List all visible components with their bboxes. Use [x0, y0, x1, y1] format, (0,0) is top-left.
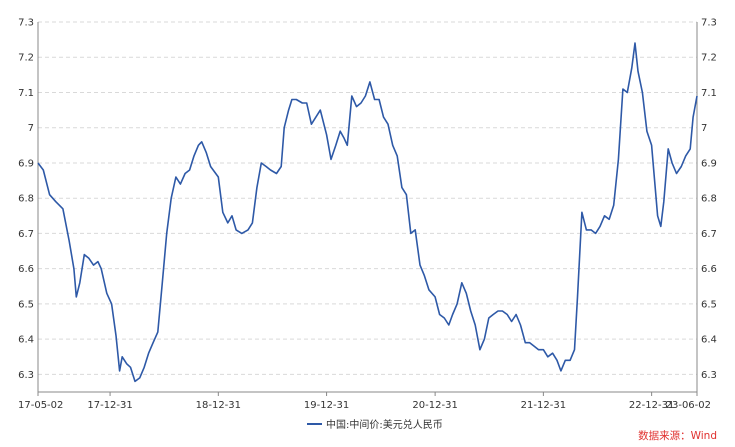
y-tick-labels-right: 6.3 6.4 6.5 6.6 6.7 6.8 6.9 7 7.1 7.2 7.3 [701, 18, 717, 381]
y-tick-label-right: 6.7 [701, 229, 717, 240]
x-tick-label: 18-12-31 [196, 400, 241, 411]
y-tick-label-left: 6.3 [18, 370, 34, 381]
y-tick-label-left: 7.2 [18, 53, 34, 64]
x-tick-label: 21-12-31 [521, 400, 566, 411]
axes [37, 22, 698, 393]
legend: 中国:中间价:美元兑人民币 [307, 418, 443, 431]
y-tick-label-right: 6.8 [701, 194, 717, 205]
x-tick-label: 23-06-02 [666, 400, 711, 411]
y-tick-label-left: 6.8 [18, 194, 34, 205]
x-tick-label: 20-12-31 [412, 400, 457, 411]
y-tick-label-left: 6.7 [18, 229, 34, 240]
y-tick-label-left: 6.9 [18, 158, 34, 169]
y-tick-label-left: 6.5 [18, 299, 34, 310]
y-tick-label-left: 6.6 [18, 264, 34, 275]
y-tick-label-right: 7.3 [701, 18, 717, 29]
y-tick-label-right: 6.3 [701, 370, 717, 381]
y-tick-labels-left: 6.3 6.4 6.5 6.6 6.7 6.8 6.9 7 7.1 7.2 7.3 [18, 18, 34, 381]
y-tick-label-left: 7 [28, 123, 34, 134]
x-tick-label: 17-05-02 [18, 400, 63, 411]
series-layer [37, 42, 698, 383]
y-tick-label-right: 7 [701, 123, 707, 134]
source-label: 数据来源：Wind [638, 430, 717, 442]
legend-label: 中国:中间价:美元兑人民币 [326, 418, 443, 431]
x-tick-label: 17-12-31 [87, 400, 132, 411]
x-tick-label: 22-12-31 [629, 400, 674, 411]
y-tick-label-left: 7.3 [18, 18, 34, 29]
y-tick-label-right: 7.2 [701, 53, 717, 64]
series-line [37, 42, 698, 383]
grid-lines [38, 21, 697, 375]
x-tick-labels: 17-05-02 17-12-31 18-12-31 19-12-31 20-12-31… [18, 392, 711, 411]
y-tick-label-right: 6.6 [701, 264, 717, 275]
y-tick-label-right: 6.5 [701, 299, 717, 310]
y-tick-label-left: 6.4 [18, 335, 34, 346]
y-tick-label-left: 7.1 [18, 88, 34, 99]
y-tick-label-right: 6.9 [701, 158, 717, 169]
x-tick-label: 19-12-31 [304, 400, 349, 411]
y-tick-label-right: 6.4 [701, 335, 717, 346]
y-tick-label-right: 7.1 [701, 88, 717, 99]
